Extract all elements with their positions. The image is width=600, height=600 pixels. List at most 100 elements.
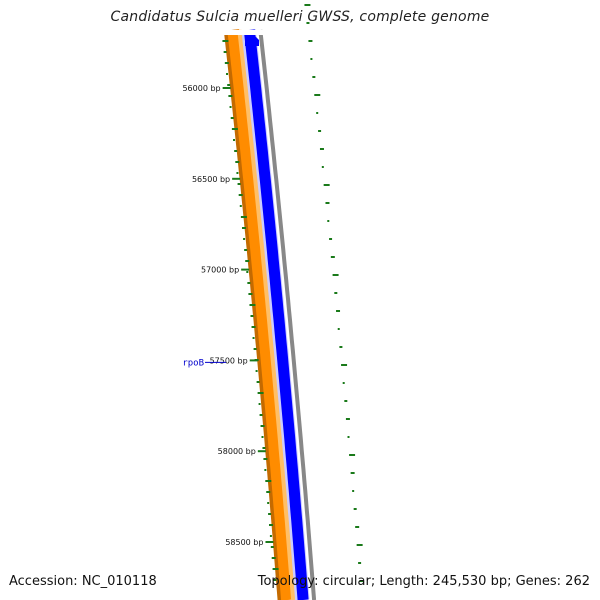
gc-mark bbox=[239, 205, 242, 207]
gc-mark bbox=[306, 22, 310, 24]
gc-mark bbox=[352, 490, 355, 492]
axis-tick-label: 56000 bp bbox=[182, 84, 220, 93]
gc-mark bbox=[329, 238, 333, 240]
gc-mark bbox=[231, 128, 238, 130]
gc-mark bbox=[249, 304, 256, 306]
gc-mark bbox=[229, 106, 232, 108]
gc-mark bbox=[356, 544, 363, 546]
gc-mark bbox=[252, 337, 255, 339]
gc-mark bbox=[341, 364, 348, 366]
gc-mark bbox=[224, 62, 229, 64]
gc-mark bbox=[246, 271, 249, 273]
gc-mark bbox=[337, 328, 340, 330]
gc-content-outer-track bbox=[304, 4, 364, 582]
gc-mark bbox=[257, 392, 264, 394]
gc-mark bbox=[316, 112, 319, 114]
gc-mark bbox=[261, 436, 264, 438]
gc-mark bbox=[237, 183, 241, 185]
gc-mark bbox=[350, 472, 355, 474]
gc-mark bbox=[247, 282, 251, 284]
gc-mark bbox=[265, 480, 272, 482]
feature-boundary-cap bbox=[222, 30, 264, 35]
axis-tick-label: 58000 bp bbox=[218, 447, 256, 456]
gc-mark bbox=[342, 382, 345, 384]
gc-mark bbox=[312, 76, 316, 78]
gc-mark bbox=[310, 58, 313, 60]
gene-labels: rpoB bbox=[182, 358, 226, 368]
gc-mark bbox=[227, 84, 231, 86]
gc-mark bbox=[228, 95, 233, 97]
reverse-strand-feature bbox=[243, 29, 309, 600]
gc-mark bbox=[334, 292, 338, 294]
gc-mark bbox=[358, 562, 362, 564]
gene-label-rpoB[interactable]: rpoB bbox=[182, 358, 204, 368]
gc-mark bbox=[323, 184, 330, 186]
axis-tick-label: 57000 bp bbox=[201, 266, 239, 275]
gc-mark bbox=[255, 370, 258, 372]
genome-backbone-arc bbox=[258, 29, 317, 600]
gc-mark bbox=[241, 227, 246, 229]
gc-mark bbox=[263, 458, 268, 460]
axis-tick-label: 58500 bp bbox=[225, 538, 263, 547]
gc-mark bbox=[327, 220, 330, 222]
gc-mark bbox=[235, 161, 240, 163]
gc-mark bbox=[349, 454, 356, 456]
gc-mark bbox=[268, 524, 273, 526]
gc-mark bbox=[253, 348, 257, 350]
forward-strand-feature bbox=[227, 29, 294, 600]
gc-mark bbox=[258, 403, 261, 405]
gc-mark bbox=[240, 216, 247, 218]
gc-mark bbox=[264, 469, 267, 471]
gc-mark bbox=[244, 249, 248, 251]
gc-mark bbox=[259, 414, 263, 416]
gc-mark bbox=[269, 535, 272, 537]
gc-mark bbox=[267, 502, 270, 504]
gc-mark bbox=[321, 166, 324, 168]
gc-mark bbox=[270, 546, 274, 548]
gc-mark bbox=[353, 508, 357, 510]
accession-text: Accession: NC_010118 bbox=[9, 574, 157, 589]
gc-mark bbox=[223, 51, 227, 53]
gc-mark bbox=[273, 579, 277, 581]
genome-track-group bbox=[222, 29, 317, 600]
gc-mark bbox=[271, 557, 276, 559]
gc-mark bbox=[245, 260, 250, 262]
gc-mark bbox=[344, 400, 348, 402]
gc-mark bbox=[304, 4, 311, 6]
gc-mark bbox=[330, 256, 335, 258]
gc-mark bbox=[262, 447, 266, 449]
gc-mark bbox=[268, 513, 272, 515]
map-title: Candidatus Sulcia muelleri GWSS, complet… bbox=[110, 9, 490, 25]
bp-axis: 56000 bp 56500 bp 57000 bp 57500 bp 58000 bp… bbox=[182, 84, 274, 547]
gc-mark bbox=[339, 346, 343, 348]
gc-mark bbox=[222, 40, 229, 42]
gc-mark bbox=[234, 150, 238, 152]
gc-mark bbox=[355, 526, 360, 528]
gc-mark bbox=[308, 40, 313, 42]
gc-mark bbox=[233, 139, 236, 141]
gc-mark bbox=[238, 194, 243, 196]
forward-strand-highlight bbox=[237, 29, 296, 600]
gc-mark bbox=[272, 568, 279, 570]
gc-mark bbox=[226, 73, 229, 75]
gc-mark bbox=[345, 418, 350, 420]
gc-mark bbox=[359, 580, 364, 582]
gc-mark bbox=[347, 436, 350, 438]
gc-mark bbox=[243, 238, 246, 240]
gc-mark bbox=[251, 326, 256, 328]
gc-mark bbox=[256, 381, 260, 383]
genome-stats-text: Topology: circular; Length: 245,530 bp; … bbox=[257, 574, 590, 589]
gc-skew-inner-track bbox=[222, 40, 279, 581]
reverse-gene-arrowhead bbox=[245, 33, 259, 46]
gc-mark bbox=[336, 310, 341, 312]
gc-mark bbox=[236, 172, 239, 174]
gc-mark bbox=[332, 274, 339, 276]
gc-mark bbox=[248, 293, 253, 295]
gc-mark bbox=[318, 130, 322, 132]
gc-mark bbox=[260, 425, 265, 427]
axis-tick-label: 56500 bp bbox=[192, 175, 230, 184]
gc-mark bbox=[230, 117, 234, 119]
gc-mark bbox=[325, 202, 330, 204]
gc-mark bbox=[250, 315, 254, 317]
